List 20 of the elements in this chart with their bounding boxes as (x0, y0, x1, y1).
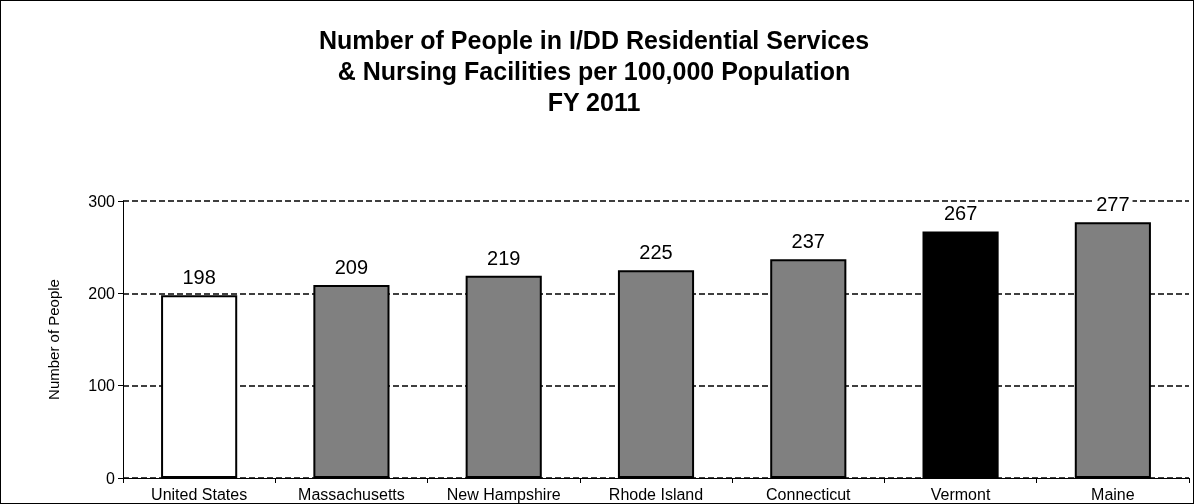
y-tick-label: 0 (106, 469, 116, 487)
x-tick-label: Rhode Island (608, 485, 704, 503)
x-tick-label: Maine (1091, 485, 1135, 503)
chart-title: Number of People in I/DD Residential Services & Nursing Facilities per 100,000 Population FY 2011 (318, 25, 870, 116)
x-tick-label: United States (151, 485, 248, 503)
data-label: 209 (334, 256, 369, 279)
y-tick-label: 200 (88, 284, 116, 302)
data-label: 277 (1096, 193, 1130, 216)
y-tick-label: 300 (88, 192, 116, 210)
y-tick-label: 100 (88, 377, 116, 395)
x-tick-label: Massachusetts (298, 485, 405, 503)
y-axis-title: Number of People (45, 279, 62, 400)
data-label: 267 (943, 202, 978, 225)
data-label: 198 (182, 266, 216, 289)
data-label: 225 (639, 241, 673, 264)
x-tick-label: New Hampshire (446, 485, 561, 503)
data-label: 219 (487, 246, 521, 269)
x-tick-label: Connecticut (766, 485, 852, 503)
x-tick-label: Vermont (930, 485, 991, 503)
data-label: 237 (791, 230, 825, 253)
